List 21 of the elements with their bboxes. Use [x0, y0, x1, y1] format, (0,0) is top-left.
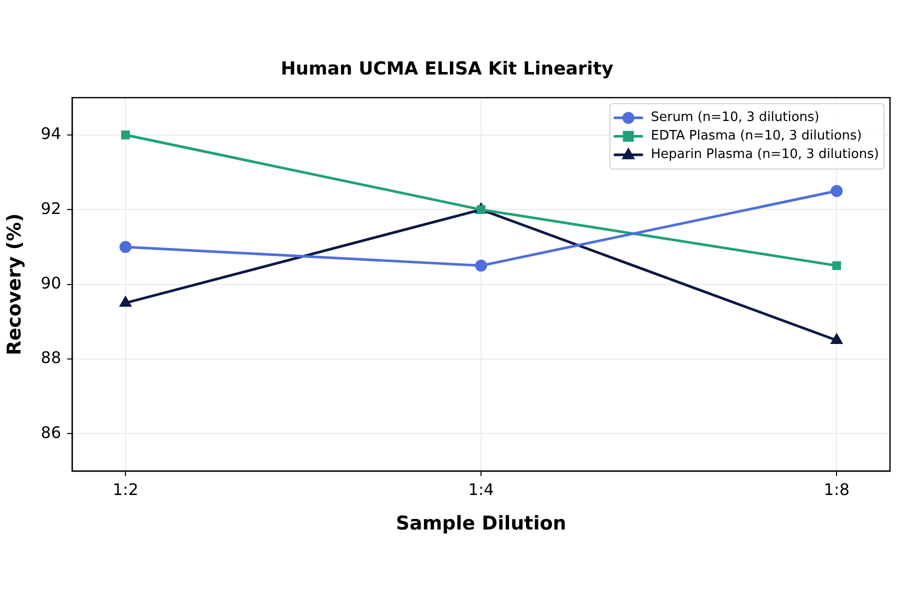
- legend-label: Heparin Plasma (n=10, 3 dilutions): [650, 147, 880, 162]
- point: [830, 333, 843, 344]
- y-axis-title: Recovery (%): [3, 213, 26, 356]
- point: [475, 260, 488, 272]
- x-axis-title: Sample Dilution: [396, 512, 566, 535]
- chart-title: Human UCMA ELISA Kit Linearity: [280, 58, 614, 80]
- y-tick-label: 92: [40, 198, 62, 218]
- point: [832, 261, 842, 270]
- legend-label: Serum (n=10, 3 dilutions): [650, 110, 820, 126]
- legend-label: EDTA Plasma (n=10, 3 dilutions): [650, 128, 862, 144]
- point: [119, 296, 132, 307]
- y-tick-label: 94: [40, 124, 62, 144]
- point: [121, 130, 130, 140]
- point: [830, 184, 843, 197]
- point: [119, 240, 132, 253]
- x-tick-label: 1:4: [468, 480, 494, 499]
- x-tick-label: 1:8: [824, 480, 850, 499]
- y-tick-label: 86: [40, 422, 62, 442]
- x-tick-label: 1:2: [112, 480, 138, 499]
- y-tick-label: 88: [40, 348, 62, 368]
- y-tick-label: 90: [40, 273, 62, 292]
